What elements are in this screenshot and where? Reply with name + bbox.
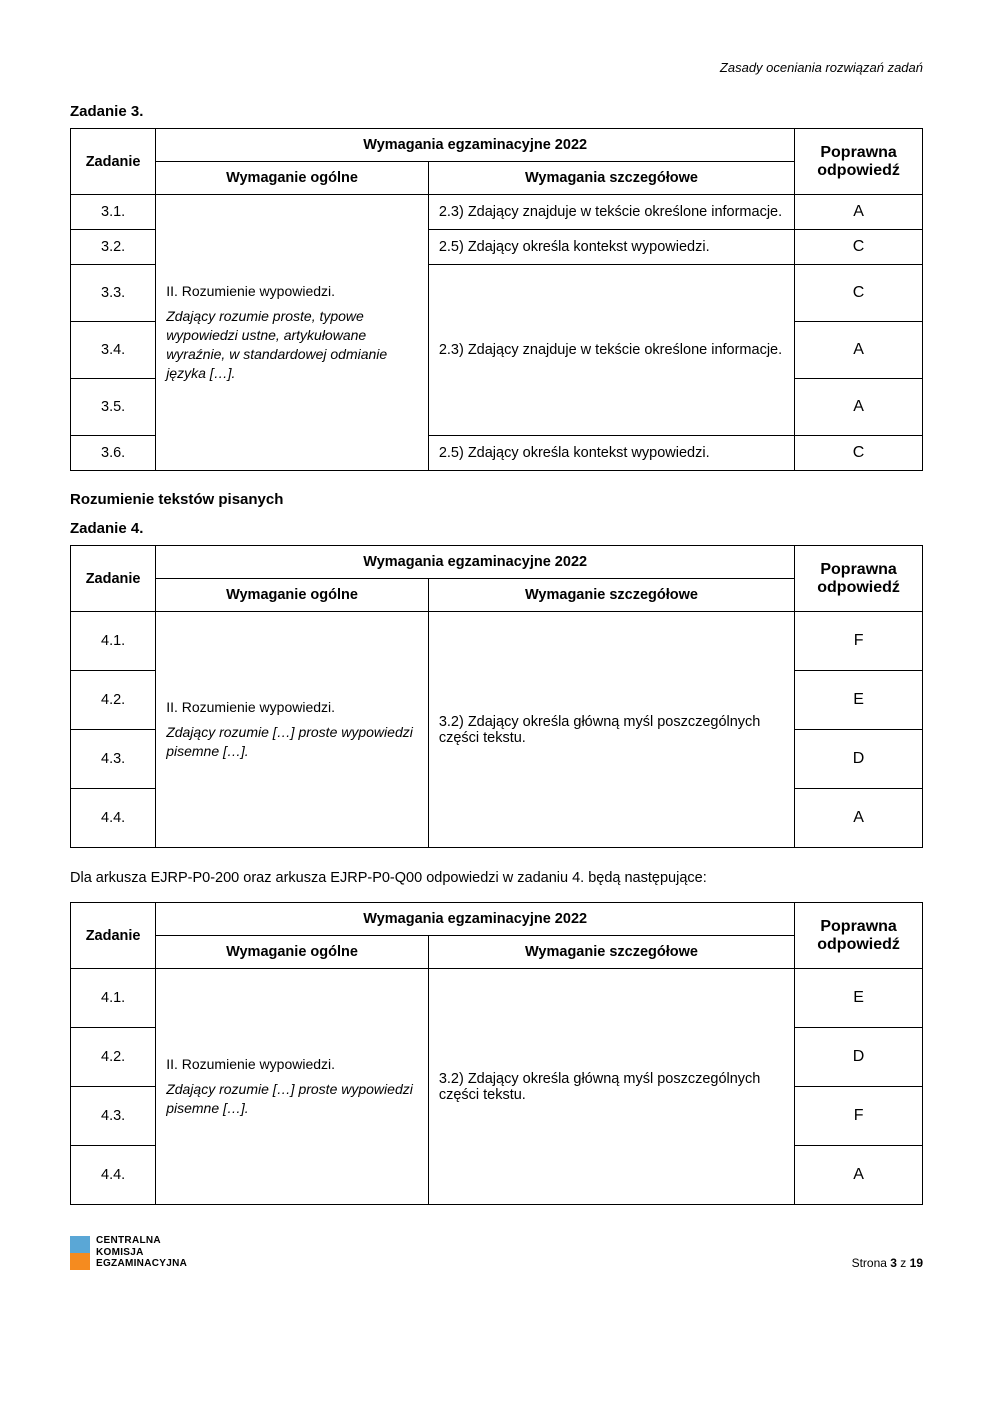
zadanie4-table: Zadanie Wymagania egzaminacyjne 2022 Pop… bbox=[70, 545, 923, 848]
cell-odp: C bbox=[795, 265, 923, 322]
cell-num: 4.4. bbox=[71, 1146, 156, 1205]
cell-odp: E bbox=[795, 671, 923, 730]
cell-num: 3.4. bbox=[71, 322, 156, 379]
ogolne-main: II. Rozumienie wypowiedzi. bbox=[166, 282, 418, 301]
ogolne-main: II. Rozumienie wypowiedzi. bbox=[166, 698, 418, 717]
cell-num: 4.2. bbox=[71, 1028, 156, 1087]
table-row: 4.1. II. Rozumienie wypowiedzi. Zdający … bbox=[71, 969, 923, 1028]
cell-odp: A bbox=[795, 322, 923, 379]
th-ogolne: Wymaganie ogólne bbox=[156, 162, 429, 195]
page-current: 3 bbox=[890, 1256, 897, 1270]
footer-logo: CENTRALNA KOMISJA EGZAMINACYJNA bbox=[70, 1235, 187, 1270]
page-prefix: Strona bbox=[852, 1256, 891, 1270]
th-ogolne: Wymaganie ogólne bbox=[156, 579, 429, 612]
th-poprawna: Poprawna odpowiedź bbox=[795, 129, 923, 195]
page-number: Strona 3 z 19 bbox=[852, 1256, 923, 1270]
cell-szczeg: 2.5) Zdający określa kontekst wypowiedzi… bbox=[428, 230, 794, 265]
cell-num: 4.1. bbox=[71, 969, 156, 1028]
cell-odp: C bbox=[795, 230, 923, 265]
cell-szczeg: 2.3) Zdający znajduje w tekście określon… bbox=[428, 265, 794, 436]
cell-num: 4.1. bbox=[71, 612, 156, 671]
cell-num: 4.3. bbox=[71, 1087, 156, 1146]
cell-odp: D bbox=[795, 730, 923, 789]
cell-ogolne: II. Rozumienie wypowiedzi. Zdający rozum… bbox=[156, 612, 429, 848]
page-mid: z bbox=[897, 1256, 910, 1270]
cell-szczeg: 2.3) Zdający znajduje w tekście określon… bbox=[428, 195, 794, 230]
th-ogolne: Wymaganie ogólne bbox=[156, 936, 429, 969]
logo-icon bbox=[70, 1236, 90, 1270]
cell-num: 3.6. bbox=[71, 436, 156, 471]
cell-odp: A bbox=[795, 1146, 923, 1205]
ogolne-main: II. Rozumienie wypowiedzi. bbox=[166, 1055, 418, 1074]
ogolne-italic: Zdający rozumie […] proste wypowiedzi pi… bbox=[166, 1081, 413, 1116]
cell-num: 3.1. bbox=[71, 195, 156, 230]
cell-num: 4.4. bbox=[71, 789, 156, 848]
page-total: 19 bbox=[910, 1256, 923, 1270]
zadanie3-table: Zadanie Wymagania egzaminacyjne 2022 Pop… bbox=[70, 128, 923, 471]
cell-odp: E bbox=[795, 969, 923, 1028]
th-szczeg: Wymagania szczegółowe bbox=[428, 162, 794, 195]
cell-szczeg: 2.5) Zdający określa kontekst wypowiedzi… bbox=[428, 436, 794, 471]
cell-szczeg: 3.2) Zdający określa główną myśl poszcze… bbox=[428, 969, 794, 1205]
zadanie3-title: Zadanie 3. bbox=[70, 103, 923, 120]
th-poprawna: Poprawna odpowiedź bbox=[795, 903, 923, 969]
cell-num: 4.2. bbox=[71, 671, 156, 730]
th-wymegz: Wymagania egzaminacyjne 2022 bbox=[156, 546, 795, 579]
cell-odp: D bbox=[795, 1028, 923, 1087]
th-zadanie: Zadanie bbox=[71, 903, 156, 969]
page-header-right: Zasady oceniania rozwiązań zadań bbox=[70, 60, 923, 75]
cell-szczeg: 3.2) Zdający określa główną myśl poszcze… bbox=[428, 612, 794, 848]
page-footer: CENTRALNA KOMISJA EGZAMINACYJNA Strona 3… bbox=[70, 1235, 923, 1270]
ogolne-italic: Zdający rozumie proste, typowe wypowiedz… bbox=[166, 308, 387, 381]
th-wymegz: Wymagania egzaminacyjne 2022 bbox=[156, 903, 795, 936]
logo-text: CENTRALNA KOMISJA EGZAMINACYJNA bbox=[96, 1235, 187, 1270]
zadanie4b-table: Zadanie Wymagania egzaminacyjne 2022 Pop… bbox=[70, 902, 923, 1205]
logo-line1: CENTRALNA bbox=[96, 1235, 187, 1247]
cell-num: 4.3. bbox=[71, 730, 156, 789]
logo-top-square bbox=[70, 1236, 90, 1253]
cell-odp: A bbox=[795, 789, 923, 848]
note-paragraph: Dla arkusza EJRP-P0-200 oraz arkusza EJR… bbox=[70, 868, 923, 888]
th-szczeg: Wymaganie szczegółowe bbox=[428, 579, 794, 612]
logo-bottom-square bbox=[70, 1253, 90, 1270]
ogolne-italic: Zdający rozumie […] proste wypowiedzi pi… bbox=[166, 724, 413, 759]
th-zadanie: Zadanie bbox=[71, 129, 156, 195]
cell-odp: A bbox=[795, 379, 923, 436]
th-szczeg: Wymaganie szczegółowe bbox=[428, 936, 794, 969]
logo-line2: KOMISJA bbox=[96, 1247, 187, 1259]
cell-odp: F bbox=[795, 1087, 923, 1146]
zadanie4-title: Zadanie 4. bbox=[70, 520, 923, 537]
table-row: 4.1. II. Rozumienie wypowiedzi. Zdający … bbox=[71, 612, 923, 671]
cell-num: 3.2. bbox=[71, 230, 156, 265]
cell-odp: A bbox=[795, 195, 923, 230]
th-poprawna: Poprawna odpowiedź bbox=[795, 546, 923, 612]
cell-ogolne: II. Rozumienie wypowiedzi. Zdający rozum… bbox=[156, 969, 429, 1205]
logo-line3: EGZAMINACYJNA bbox=[96, 1258, 187, 1270]
cell-ogolne: II. Rozumienie wypowiedzi. Zdający rozum… bbox=[156, 195, 429, 471]
cell-num: 3.3. bbox=[71, 265, 156, 322]
th-zadanie: Zadanie bbox=[71, 546, 156, 612]
th-wymegz: Wymagania egzaminacyjne 2022 bbox=[156, 129, 795, 162]
cell-odp: F bbox=[795, 612, 923, 671]
cell-odp: C bbox=[795, 436, 923, 471]
table-row: 3.1. II. Rozumienie wypowiedzi. Zdający … bbox=[71, 195, 923, 230]
cell-num: 3.5. bbox=[71, 379, 156, 436]
section-reading-title: Rozumienie tekstów pisanych bbox=[70, 491, 923, 508]
